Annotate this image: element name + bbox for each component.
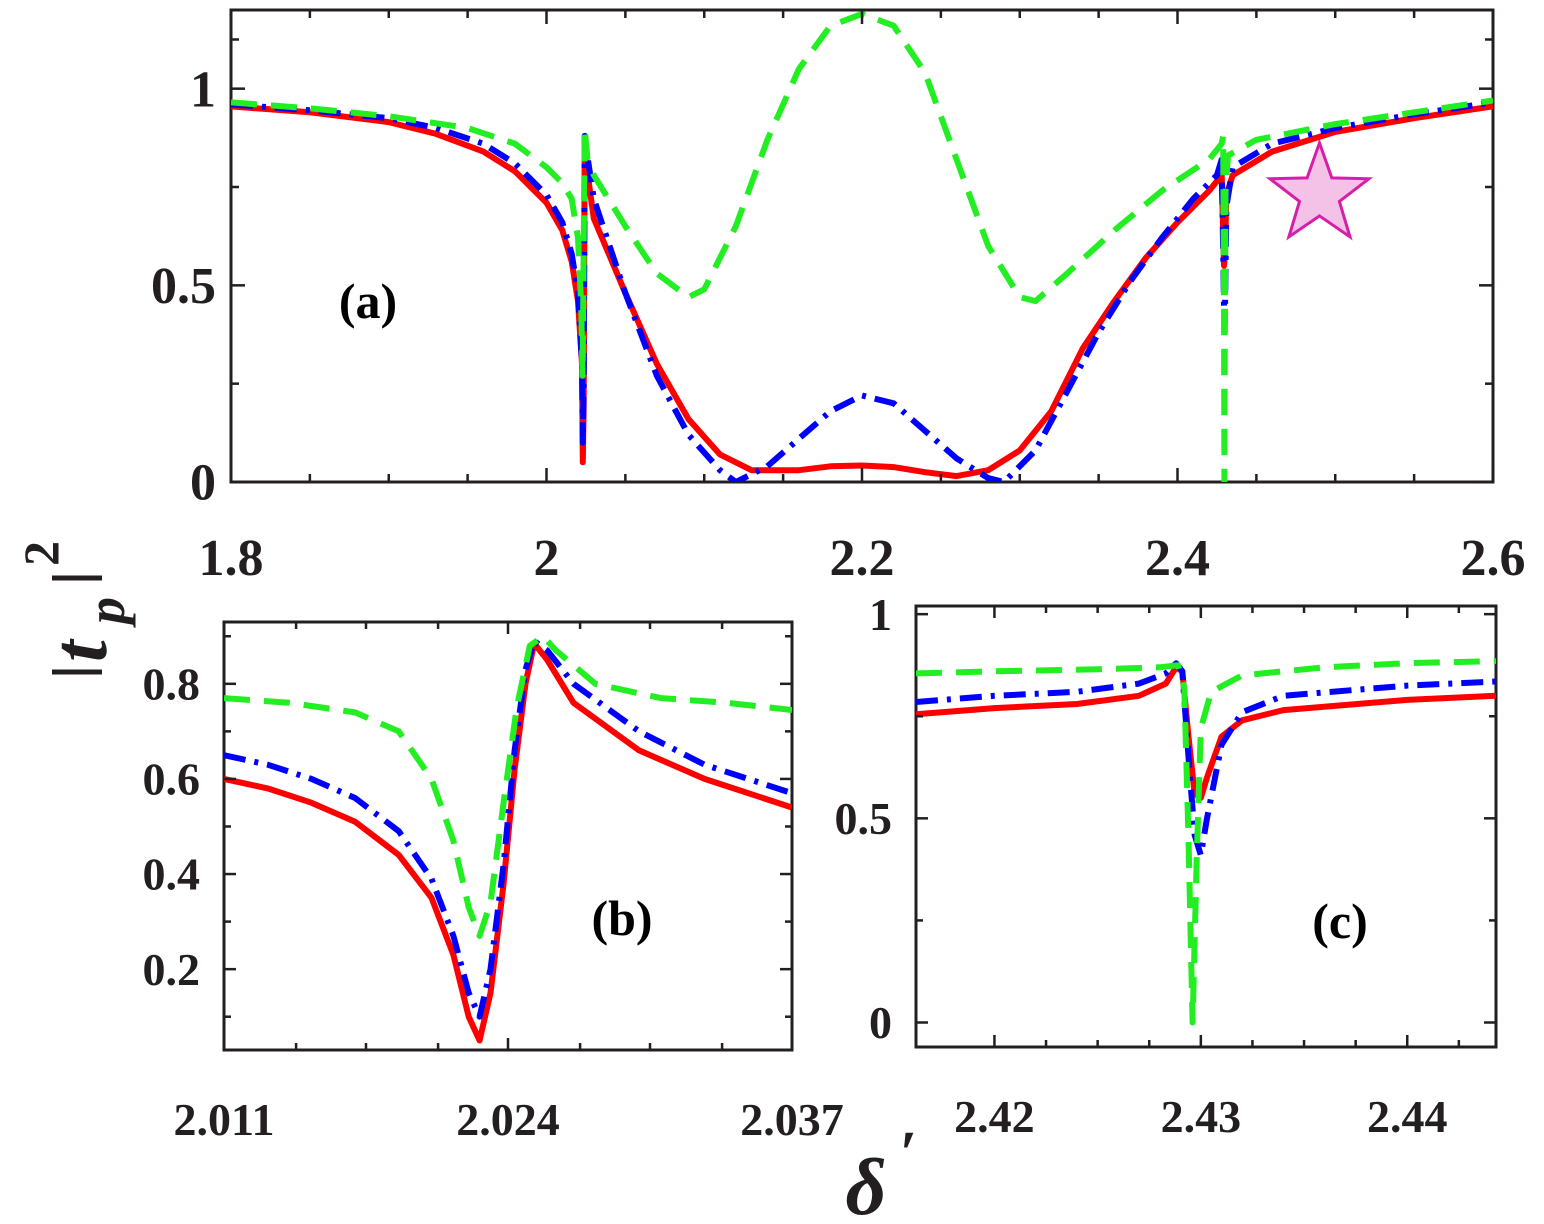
series-green-dashed-b bbox=[224, 633, 792, 939]
x-tick-label: 2.44 bbox=[1367, 1091, 1448, 1142]
x-tick-label: 2.43 bbox=[1161, 1091, 1242, 1142]
x-axis-label-main: δ bbox=[846, 1144, 887, 1224]
y-axis-label: t p 2 bbox=[13, 541, 136, 675]
x-tick-label: 2.6 bbox=[1461, 530, 1526, 587]
x-tick-label: 2.42 bbox=[954, 1091, 1035, 1142]
y-axis-label-main: t bbox=[36, 638, 123, 662]
series-blue-dashdot-c bbox=[916, 660, 1496, 859]
panel-a-frame bbox=[229, 8, 1495, 484]
y-tick-label: 0.6 bbox=[143, 754, 201, 805]
x-tick-label: 2.2 bbox=[830, 530, 895, 587]
panel-c: 2.42 2.43 2.44 0 0.5 1 (c) bbox=[835, 589, 1498, 1142]
x-tick-label: 2.011 bbox=[174, 1094, 275, 1145]
y-tick-label: 0.5 bbox=[835, 793, 893, 844]
y-tick-label: 1 bbox=[190, 61, 216, 118]
panel-a-label: (a) bbox=[339, 273, 397, 329]
y-axis-label-sub: p bbox=[76, 597, 136, 628]
panel-b-ticks bbox=[222, 622, 794, 1050]
y-axis-label-sup: 2 bbox=[13, 541, 69, 566]
panel-c-ticks bbox=[916, 606, 1496, 1047]
series-red-solid-b bbox=[224, 640, 792, 1044]
star-marker bbox=[1265, 138, 1374, 241]
x-tick-label: 2.4 bbox=[1145, 530, 1210, 587]
x-tick-label: 1.8 bbox=[199, 530, 264, 587]
panel-a-ticks bbox=[229, 10, 1495, 484]
y-tick-label: 0 bbox=[190, 455, 216, 512]
panel-c-label: (c) bbox=[1312, 893, 1368, 949]
y-tick-label: 0.4 bbox=[143, 849, 201, 900]
y-tick-label: 0.5 bbox=[151, 258, 216, 315]
x-tick-label: 2.037 bbox=[740, 1094, 844, 1145]
panel-a-series bbox=[231, 10, 1493, 482]
panel-c-tick-labels: 2.42 2.43 2.44 0 0.5 1 bbox=[835, 589, 1448, 1142]
panel-a: 1.8 2 2.2 2.4 2.6 0 0.5 1 (a) bbox=[151, 8, 1526, 587]
y-tick-label: 1 bbox=[869, 589, 892, 640]
series-green-dashed-a bbox=[231, 10, 1493, 482]
series-blue-dashdot-b bbox=[224, 638, 792, 1020]
panel-b-tick-labels: 2.011 2.024 2.037 0.2 0.4 0.6 0.8 bbox=[143, 658, 844, 1145]
y-tick-label: 0.8 bbox=[143, 658, 201, 709]
x-axis-label: δ ′ bbox=[846, 1120, 918, 1224]
x-axis-label-prime: ′ bbox=[900, 1120, 917, 1188]
panel-a-tick-labels: 1.8 2 2.2 2.4 2.6 0 0.5 1 bbox=[151, 61, 1526, 587]
x-tick-label: 2.024 bbox=[456, 1094, 560, 1145]
y-tick-label: 0.2 bbox=[143, 944, 201, 995]
x-tick-label: 2 bbox=[534, 530, 560, 587]
panel-b-label: (b) bbox=[591, 890, 652, 946]
series-green-dashed-c bbox=[916, 658, 1496, 1026]
panel-c-series bbox=[916, 658, 1496, 1026]
y-tick-label: 0 bbox=[869, 997, 892, 1048]
panel-b: 2.011 2.024 2.037 0.2 0.4 0.6 0.8 (b) bbox=[143, 620, 844, 1145]
panel-b-series bbox=[224, 633, 792, 1044]
